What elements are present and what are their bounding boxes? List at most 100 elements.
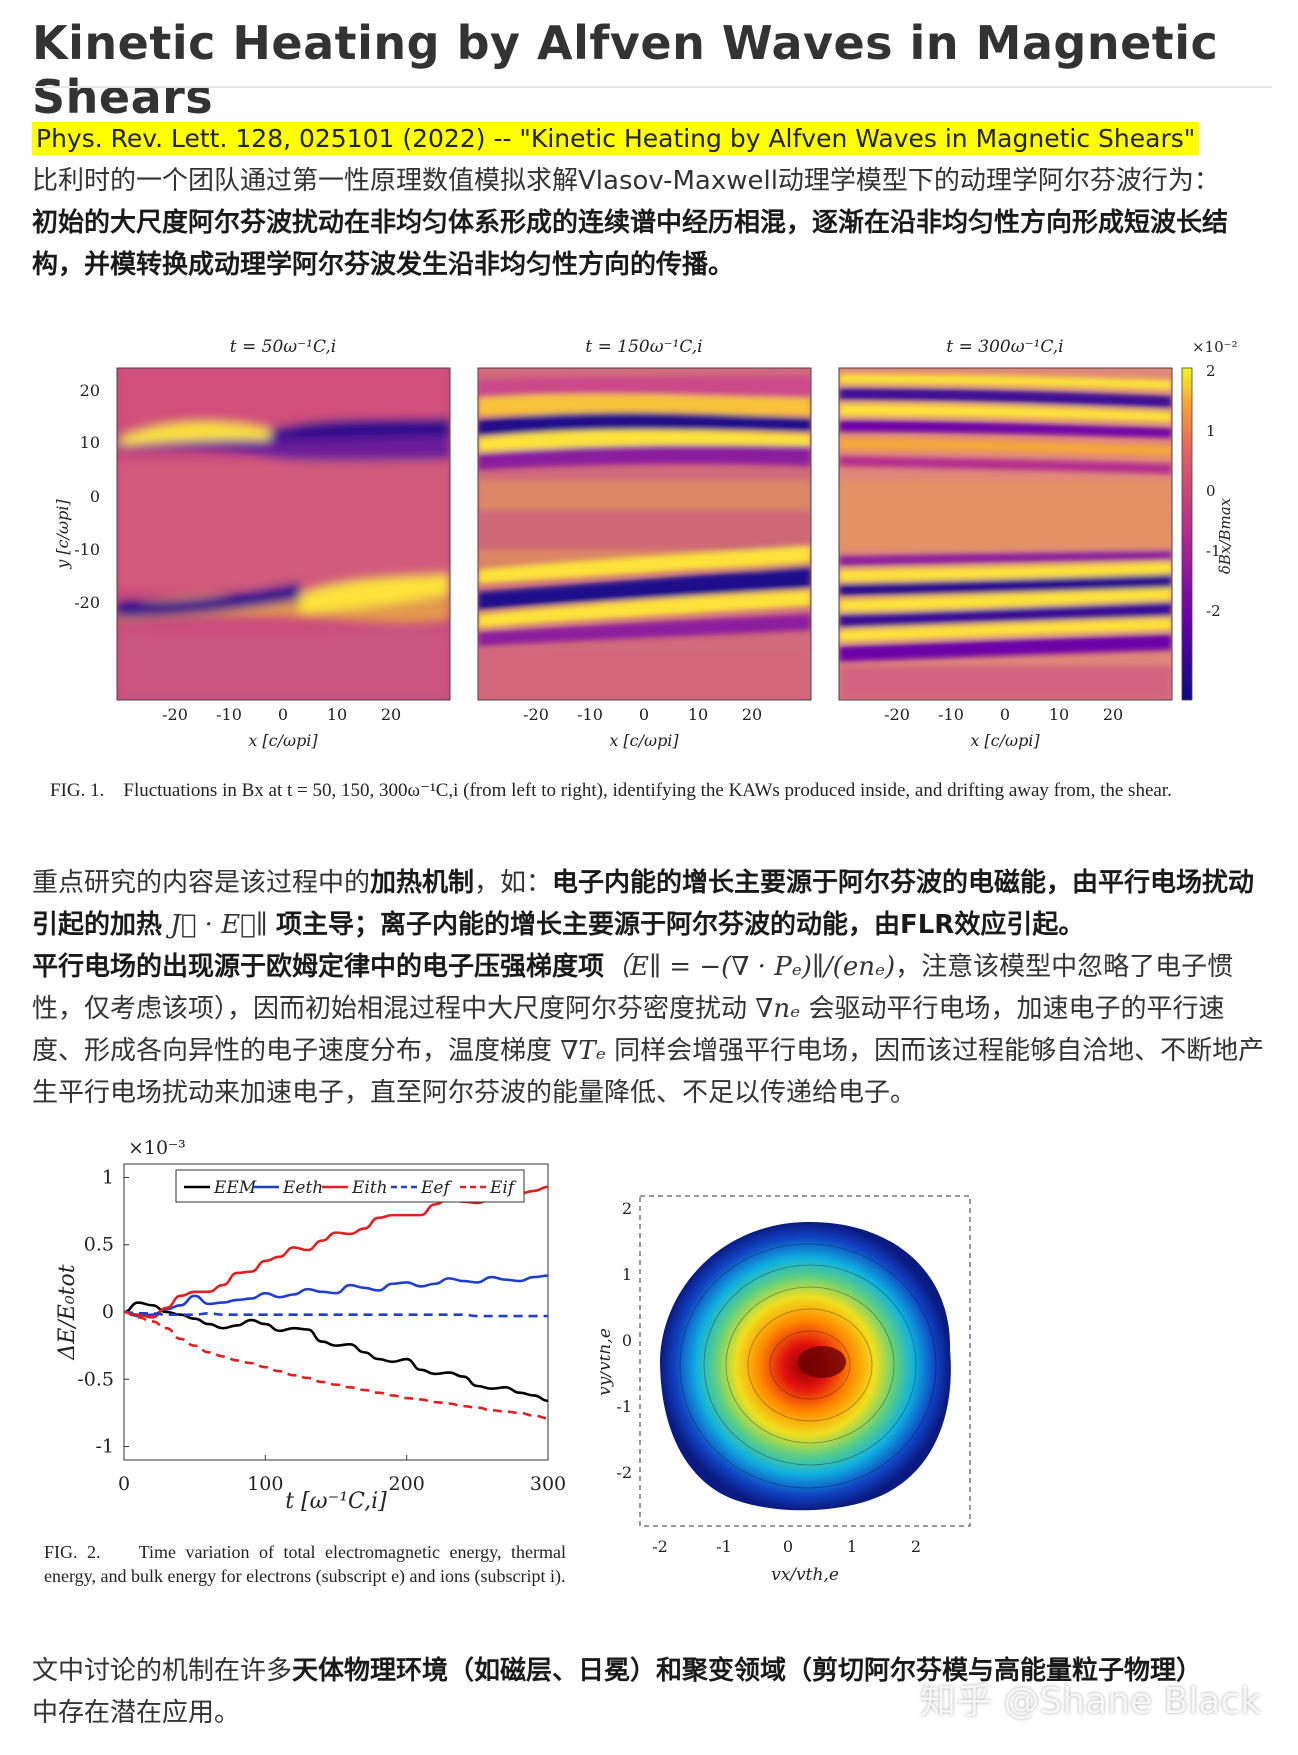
fig2-y-tick-label: 1 <box>102 1166 114 1188</box>
fig1-y-tick-label: -20 <box>74 593 100 612</box>
p3-bold-applications: 天体物理环境（如磁层、日冕）和聚变领域（剪切阿尔芬模与高能量粒子物理） <box>292 1656 1203 1686</box>
fig2-caption: FIG. 2. Time variation of total electrom… <box>44 1540 566 1588</box>
fig1-y-tick-label: 0 <box>90 487 100 506</box>
figure-2-energy-chart: 1 0.5 0 -0.5 -1 0 100 200 300 ×10⁻³ ΔE/E₀tot t … <box>55 1137 566 1514</box>
fig1-panel-1 <box>117 368 450 700</box>
fig1-panel-2 <box>478 368 811 700</box>
fig1-y-tick-label: 20 <box>80 381 100 400</box>
fig1-panel-3-title: t = 300ω⁻¹C,i <box>946 337 1063 357</box>
fig1-x-tick-label: 0 <box>1000 705 1010 724</box>
p2-text-c: ，如： <box>474 868 553 898</box>
fig2-series-line <box>123 1310 549 1420</box>
fig2-x-tick-label: 100 <box>247 1473 283 1495</box>
fig1-y-tick-label: 10 <box>80 433 100 452</box>
fig2-y-tick-label: 0.5 <box>84 1234 114 1256</box>
p2-bold-heating: 加热机制 <box>370 868 475 898</box>
fig1-x-tick-label: 20 <box>1103 705 1123 724</box>
fig1-colorbar-tick-label: 2 <box>1206 362 1216 380</box>
fig1-x-tick-label: 0 <box>639 705 649 724</box>
fig2-series-line <box>123 1310 548 1318</box>
vdist-y-tick-label: 1 <box>622 1265 632 1284</box>
fig1-x-tick-label: -10 <box>216 705 242 724</box>
fig1-x-tick-label: 0 <box>278 705 288 724</box>
fig1-colorbar <box>1181 367 1193 701</box>
fig2-y-exponent: ×10⁻³ <box>128 1137 186 1159</box>
fig1-x-tick-label: 10 <box>688 705 708 724</box>
fig1-xlabel-3: x [c/ωpi] <box>970 731 1040 750</box>
fig2-xlabel: t [ω⁻¹C,i] <box>285 1489 387 1514</box>
vdist-x-tick-label: -2 <box>652 1537 668 1556</box>
fig1-x-tick-label: -10 <box>938 705 964 724</box>
vdist-x-tick-label: 1 <box>847 1537 857 1556</box>
vdist-y-tick-label: 2 <box>622 1199 632 1218</box>
fig1-y-tick-label: -10 <box>74 540 100 559</box>
citation-highlight: Phys. Rev. Lett. 128, 025101 (2022) -- "… <box>32 122 1200 155</box>
fig2-ylabel: ΔE/E₀tot <box>55 1264 80 1360</box>
fig2-x-tick-label: 300 <box>530 1473 566 1495</box>
vdist-xlabel: vx/vth,e <box>771 1565 839 1585</box>
fig1-colorbar-tick-label: 0 <box>1206 482 1216 500</box>
vdist-y-tick-label: -2 <box>616 1463 632 1482</box>
fig1-colorbar-label: δBx/Bmax <box>1216 497 1234 574</box>
fig2-x-tick-label: 200 <box>389 1473 425 1495</box>
fig1-colorbar-tick-label: -2 <box>1206 602 1221 620</box>
p2-bold-electron: 电子内能的增长主要源于阿尔芬波的电磁能，由平行电场扰动引起的加热 <box>32 868 1255 940</box>
vdist-x-tick-label: 0 <box>783 1537 793 1556</box>
p2-math-ohm: （E∥ = −(∇ · Pₑ)∥/(enₑ) <box>604 952 896 982</box>
figure-1: 210-1-2 ×10⁻² δBx/Bmax t = 50ω⁻¹C,i t = … <box>53 337 1238 750</box>
fig2-legend-label: EEM <box>213 1178 257 1198</box>
fig2-legend-label: Eif <box>489 1178 517 1198</box>
fig2-y-tick-label: 0 <box>102 1301 114 1323</box>
fig1-x-tick-label: -10 <box>577 705 603 724</box>
fig1-colorbar-tick-label: -1 <box>1206 542 1221 560</box>
fig2-caption-text: Time variation of total electromagnetic … <box>44 1542 566 1586</box>
fig1-x-tick-label: -20 <box>884 705 910 724</box>
intro-paragraph: 比利时的一个团队通过第一性原理数值模拟求解Vlasov-Maxwell动理学模型… <box>32 160 1272 286</box>
fig1-x-tick-label: -20 <box>162 705 188 724</box>
fig2-series-line <box>123 1274 549 1318</box>
applications-paragraph: 文中讨论的机制在许多天体物理环境（如磁层、日冕）和聚变领域（剪切阿尔芬模与高能量… <box>32 1650 1272 1734</box>
fig1-x-tick-label: 20 <box>381 705 401 724</box>
title-divider <box>32 86 1272 88</box>
fig2-x-tick-label: 0 <box>118 1473 130 1495</box>
fig2-y-tick-label: -0.5 <box>77 1368 114 1390</box>
figure-2-velocity-distribution: 2 1 0 -1 -2 -2 -1 0 1 2 vy/vth,e vx/vth,e <box>600 1195 971 1585</box>
vdist-y-tick-label: 0 <box>622 1331 632 1350</box>
fig1-caption-text: Fluctuations in Bx at t = 50, 150, 300ω⁻… <box>123 780 1172 801</box>
intro-plain: 比利时的一个团队通过第一性原理数值模拟求解Vlasov-Maxwell动理学模型… <box>32 166 1220 196</box>
vdist-y-tick-label: -1 <box>616 1397 632 1416</box>
zhihu-watermark: 知乎 @Shane Black <box>920 1681 1261 1722</box>
fig2-y-tick-label: -1 <box>95 1436 114 1458</box>
p3-text-a: 文中讨论的机制在许多 <box>32 1656 293 1686</box>
fig2-legend: EEM Eeth Eith Eef Eif <box>175 1169 525 1203</box>
fig1-caption-label: FIG. 1. <box>50 780 105 801</box>
p2-math-gradt: ∇Tₑ <box>560 1036 606 1066</box>
fig1-colorbar-tick-label: 1 <box>1206 422 1216 440</box>
fig1-panel-1-title: t = 50ω⁻¹C,i <box>230 337 336 357</box>
vdist-x-tick-label: -1 <box>716 1537 732 1556</box>
p2-text-g: ，注意该模型中忽略了电子惯性，仅考虑该项），因而初始相混过程中大尺度阿尔芬密度扰… <box>32 952 1234 1024</box>
vdist-ylabel: vy/vth,e <box>600 1328 615 1396</box>
fig1-xlabel-1: x [c/ωpi] <box>248 731 318 750</box>
vdist-x-tick-label: 2 <box>911 1537 921 1556</box>
fig2-series-line <box>123 1301 549 1403</box>
heating-paragraph: 重点研究的内容是该过程中的加热机制，如：电子内能的增长主要源于阿尔芬波的电磁能，… <box>32 862 1272 1114</box>
fig1-colorbar-exponent: ×10⁻² <box>1192 338 1238 356</box>
article-title: Kinetic Heating by Alfven Waves in Magne… <box>32 16 1219 124</box>
p2-math-jdote: J⃗ · E⃗∥ <box>170 910 268 940</box>
fig1-caption: FIG. 1. Fluctuations in Bx at t = 50, 15… <box>50 778 1260 803</box>
fig2-legend-label: Eith <box>351 1178 388 1198</box>
fig1-ylabel: y [c/ωpi] <box>53 499 72 570</box>
p3-text-c: 中存在潜在应用。 <box>32 1698 241 1728</box>
fig2-legend-label: Eef <box>420 1178 452 1198</box>
fig1-x-tick-label: 10 <box>327 705 347 724</box>
fig2-caption-label: FIG. 2. <box>44 1542 101 1562</box>
fig1-panel-3 <box>839 368 1172 700</box>
fig1-xlabel-2: x [c/ωpi] <box>609 731 679 750</box>
fig2-series-line <box>123 1185 549 1319</box>
p2-text-a: 重点研究的内容是该过程中的 <box>32 868 371 898</box>
fig2-legend-label: Eeth <box>282 1178 323 1198</box>
p2-math-gradn: ∇nₑ <box>755 994 801 1024</box>
fig1-x-tick-label: 10 <box>1049 705 1069 724</box>
fig1-x-tick-label: -20 <box>523 705 549 724</box>
